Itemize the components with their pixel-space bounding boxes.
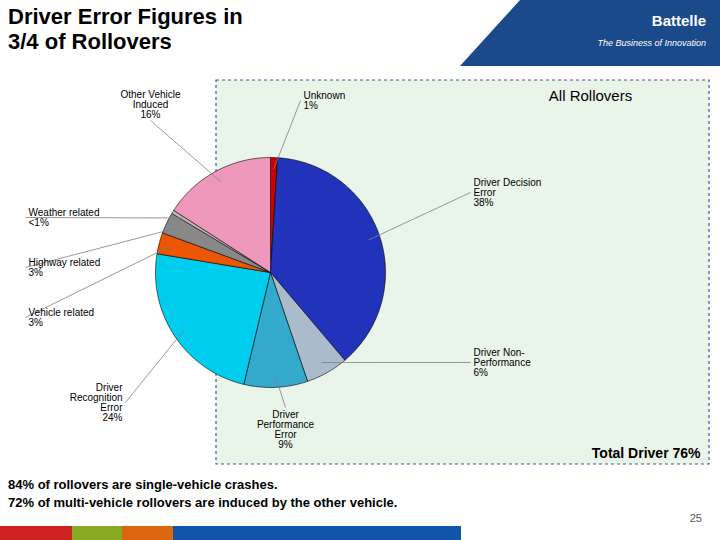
html-text:Battelle: Battelle (651, 12, 706, 29)
svg-text:Driver DecisionError38%: Driver DecisionError38% (474, 177, 542, 208)
html-text:Driver Error Figures in 3/4 of: Driver Error Figures in 3/4 of Rollovers (8, 4, 243, 55)
html-text:25: 25 (689, 512, 702, 524)
html-text:72% of multi-vehicle rollovers: 72% of multi-vehicle rollovers are induc… (8, 495, 398, 511)
svg-text:Vehicle related3%: Vehicle related3% (29, 307, 95, 328)
svg-text:Highway related3%: Highway related3% (29, 257, 101, 278)
svg-text:DriverPerformanceError9%: DriverPerformanceError9% (257, 409, 315, 450)
svg-text:All Rollovers: All Rollovers (549, 87, 632, 104)
svg-text:Weather related<1%: Weather related<1% (29, 207, 100, 228)
svg-text:Driver Non-Performance6%: Driver Non-Performance6% (474, 347, 532, 378)
html-text:The Business of Innovation: The Business of Innovation (597, 38, 706, 48)
svg-text:Unknown1%: Unknown1% (304, 90, 346, 111)
svg-text:DriverRecognitionError24%: DriverRecognitionError24% (70, 382, 123, 423)
html-text:84% of rollovers are single-ve: 84% of rollovers are single-vehicle cras… (8, 477, 278, 492)
svg-text:Other VehicleInduced16%: Other VehicleInduced16% (120, 89, 180, 120)
svg-text:Total Driver 76%: Total Driver 76% (592, 445, 701, 461)
